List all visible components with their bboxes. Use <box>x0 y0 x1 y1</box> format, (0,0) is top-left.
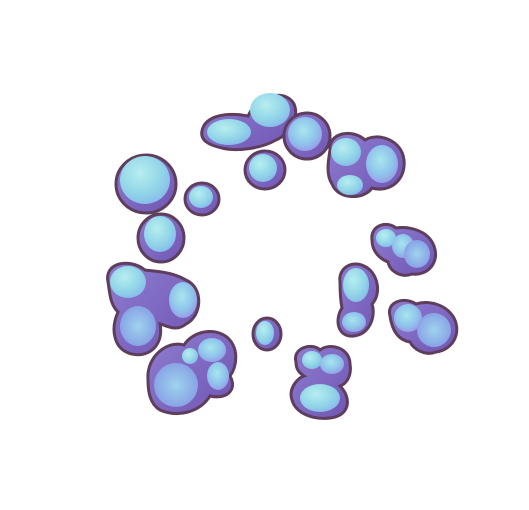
bubble-cluster-left-lower <box>106 261 201 357</box>
bubble-cluster-top-right <box>326 131 406 198</box>
bubble-cluster-bottom-left <box>146 330 238 415</box>
bubble-cluster-right-middle <box>336 262 380 338</box>
bubble-tiny-center <box>251 316 283 352</box>
bubble-cluster-bottom-center <box>289 345 352 420</box>
bubble-cluster-right-upper <box>370 223 437 277</box>
bubble-left-large <box>114 153 178 215</box>
bubble-small-left <box>183 181 221 217</box>
bubble-top-center <box>282 111 332 161</box>
bubble-cluster-top <box>200 93 297 152</box>
bubble-small-top <box>243 149 287 191</box>
bubble-left-middle <box>136 212 186 264</box>
bubble-cluster-right-lower <box>387 299 459 355</box>
